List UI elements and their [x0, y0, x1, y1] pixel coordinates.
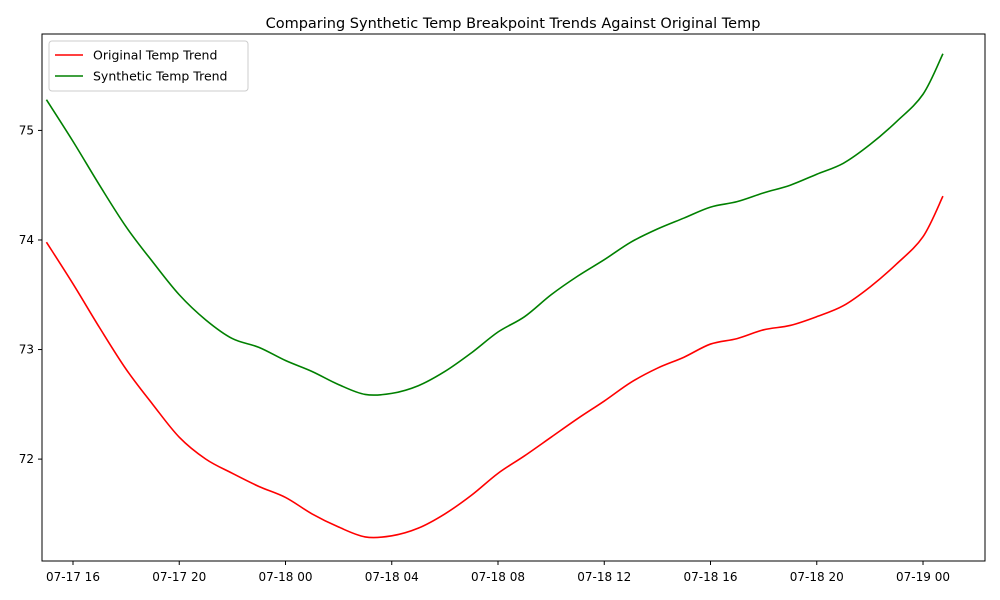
- y-tick-label: 72: [19, 452, 34, 466]
- x-tick-label: 07-18 16: [684, 570, 738, 584]
- y-tick-label: 74: [19, 233, 34, 247]
- axes-frame: [41, 33, 986, 562]
- x-tick-label: 07-17 20: [152, 570, 206, 584]
- legend-label: Synthetic Temp Trend: [93, 69, 228, 84]
- y-tick-label: 73: [19, 343, 34, 357]
- x-tick-label: 07-19 00: [896, 570, 950, 584]
- legend-box: [48, 40, 249, 92]
- legend-label: Original Temp Trend: [93, 48, 217, 63]
- series-line-original-temp: [45, 195, 944, 539]
- x-tick-label: 07-18 12: [577, 570, 631, 584]
- legend: Original Temp Trend Synthetic Temp Trend: [48, 40, 249, 92]
- x-tick-label: 07-18 00: [259, 570, 313, 584]
- x-tick-label: 07-17 16: [46, 570, 100, 584]
- x-tick-label: 07-18 04: [365, 570, 419, 584]
- plot-area: 07-17 16 07-17 20 07-18 00 07-18 04 07-18 08…: [19, 53, 950, 584]
- series-line-synthetic-temp: [45, 53, 944, 396]
- x-tick-label: 07-18 08: [471, 570, 525, 584]
- x-tick-label: 07-18 20: [790, 570, 844, 584]
- chart-title: Comparing Synthetic Temp Breakpoint Tren…: [266, 16, 761, 32]
- y-tick-label: 75: [19, 123, 34, 137]
